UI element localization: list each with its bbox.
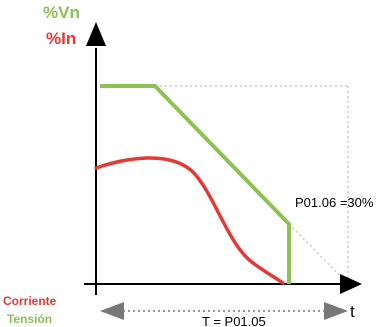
voltage-curve (100, 84, 291, 284)
percent-annotation: P01.06 =30% (295, 195, 374, 210)
diagonal-guide-line (288, 223, 348, 284)
y-axis-arrowhead (86, 22, 106, 46)
reference-guides (155, 85, 349, 284)
y-axis-label-voltage: %Vn (43, 3, 80, 22)
legend-current: Corriente (3, 294, 57, 308)
x-axis-label: t (350, 302, 355, 321)
x-axis-arrowhead (340, 274, 362, 294)
time-span-left-arrowhead (100, 302, 124, 320)
legend-voltage: Tensión (7, 312, 52, 326)
y-axis-label-current: %In (46, 29, 76, 48)
time-annotation: T = P01.05 (202, 314, 266, 327)
current-curve (94, 156, 285, 285)
time-span-right-arrowhead (324, 302, 348, 320)
